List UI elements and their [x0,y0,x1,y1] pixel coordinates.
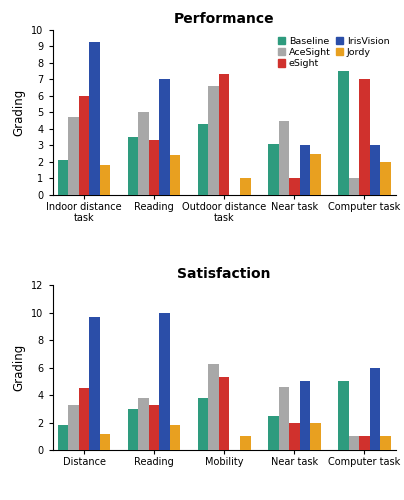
Bar [219,378,229,450]
Bar [268,144,278,194]
Bar [198,398,208,450]
Bar [208,86,219,194]
Bar [289,178,299,194]
Bar [349,178,359,194]
Bar [299,146,310,194]
Bar [89,317,100,450]
Y-axis label: Grading: Grading [13,344,25,392]
Bar [278,387,289,450]
Bar [68,404,79,450]
Bar [338,382,349,450]
Bar [100,434,110,450]
Bar [68,118,79,194]
Bar [58,160,68,194]
Y-axis label: Grading: Grading [13,88,26,136]
Title: Performance: Performance [174,12,275,26]
Bar [310,154,321,194]
Bar [359,436,370,450]
Bar [138,112,149,194]
Legend: Baseline, AceSight, eSight, IrisVision, Jordy: Baseline, AceSight, eSight, IrisVision, … [276,34,391,70]
Bar [170,426,181,450]
Bar [299,382,310,450]
Bar [160,312,170,450]
Bar [219,74,229,194]
Bar [278,120,289,194]
Bar [289,422,299,450]
Bar [160,80,170,194]
Bar [149,404,160,450]
Bar [380,436,391,450]
Bar [240,178,250,194]
Bar [359,80,370,194]
Bar [268,416,278,450]
Bar [100,165,110,194]
Bar [380,162,391,194]
Bar [370,368,380,450]
Bar [79,388,89,450]
Bar [89,42,100,194]
Bar [79,96,89,194]
Bar [149,140,160,194]
Bar [208,364,219,450]
Bar [240,436,250,450]
Title: Satisfaction: Satisfaction [177,268,271,281]
Bar [128,409,138,450]
Bar [198,124,208,194]
Bar [128,137,138,194]
Bar [310,422,321,450]
Bar [138,398,149,450]
Bar [58,426,68,450]
Bar [170,155,181,194]
Bar [338,71,349,194]
Bar [370,146,380,194]
Bar [349,436,359,450]
